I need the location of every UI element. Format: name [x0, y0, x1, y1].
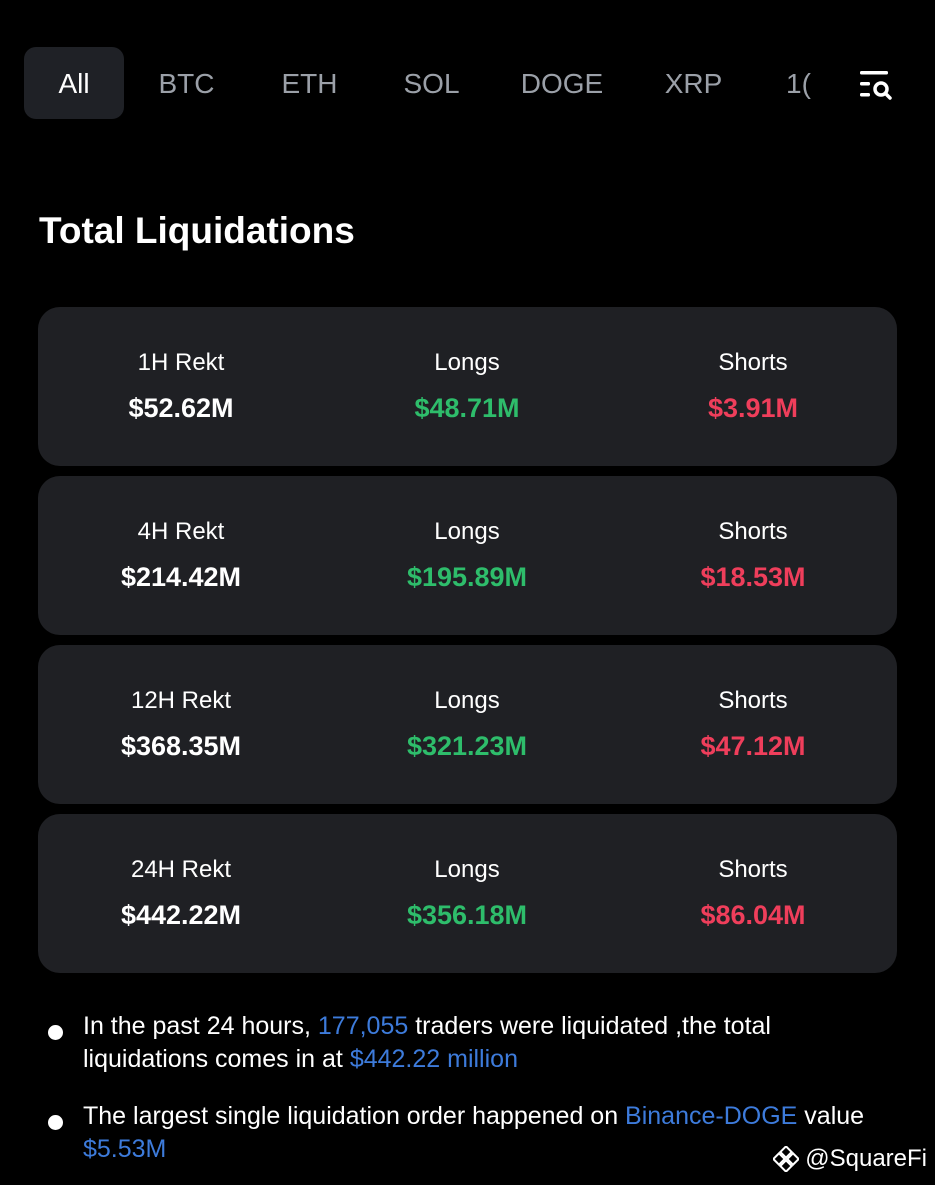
shorts-label: Shorts: [718, 856, 788, 883]
shorts-value: $3.91M: [707, 393, 799, 423]
summary-item-traders: In the past 24 hours, 177,055 traders we…: [48, 1010, 883, 1076]
watermark: @SquareFi: [773, 1145, 927, 1173]
binance-logo-icon: [773, 1146, 800, 1172]
liquidation-card-4h: 4H Rekt $214.42M Longs $195.89M Shorts $…: [38, 476, 897, 635]
total-value: $368.35M: [120, 731, 242, 761]
summary-item-largest-order: The largest single liquidation order hap…: [48, 1100, 883, 1166]
longs-label: Longs: [434, 856, 500, 883]
longs-label: Longs: [434, 687, 500, 714]
total-value: $442.22M: [120, 900, 242, 930]
order-value-link[interactable]: $5.53M: [83, 1135, 167, 1163]
longs-value: $195.89M: [406, 562, 528, 592]
period-label: 1H Rekt: [137, 349, 225, 376]
bullet-dot: [48, 1025, 63, 1040]
traders-count-link[interactable]: 177,055: [317, 1012, 409, 1040]
tab-all[interactable]: All: [24, 47, 124, 119]
shorts-value: $86.04M: [700, 900, 806, 930]
page-title: Total Liquidations: [39, 210, 355, 251]
summary-text: In the past 24 hours,: [83, 1012, 318, 1040]
shorts-label: Shorts: [718, 687, 788, 714]
summary-text: traders were liquidated ,the total liqui…: [83, 1012, 771, 1073]
tab-sol[interactable]: SOL: [403, 68, 460, 99]
watermark-text: @SquareFi: [805, 1145, 927, 1172]
period-label: 24H Rekt: [130, 856, 232, 883]
liquidation-card-24h: 24H Rekt $442.22M Longs $356.18M Shorts …: [38, 814, 897, 973]
summary-text: The largest single liquidation order hap…: [83, 1102, 626, 1130]
total-amount-link[interactable]: $442.22 million: [349, 1045, 518, 1073]
tab-doge[interactable]: DOGE: [520, 68, 604, 99]
summary-text: value: [797, 1102, 865, 1130]
tab-xrp[interactable]: XRP: [664, 68, 723, 99]
total-value: $214.42M: [120, 562, 242, 592]
period-label: 4H Rekt: [137, 518, 225, 545]
shorts-value: $18.53M: [700, 562, 806, 592]
liquidation-card-1h: 1H Rekt $52.62M Longs $48.71M Shorts $3.…: [38, 307, 897, 466]
tab-partial[interactable]: 1(: [786, 68, 811, 99]
shorts-label: Shorts: [718, 349, 788, 376]
shorts-value: $47.12M: [700, 731, 806, 761]
longs-value: $356.18M: [406, 900, 528, 930]
filter-search-icon[interactable]: [856, 65, 896, 105]
longs-value: $48.71M: [414, 393, 520, 423]
shorts-label: Shorts: [718, 518, 788, 545]
bullet-dot: [48, 1115, 63, 1130]
longs-value: $321.23M: [406, 731, 528, 761]
total-value: $52.62M: [128, 393, 234, 423]
liquidation-card-12h: 12H Rekt $368.35M Longs $321.23M Shorts …: [38, 645, 897, 804]
coin-filter-tabs: All BTC ETH SOL DOGE XRP 1(: [24, 47, 904, 119]
longs-label: Longs: [434, 518, 500, 545]
period-label: 12H Rekt: [130, 687, 232, 714]
tab-eth[interactable]: ETH: [281, 68, 338, 99]
tab-btc[interactable]: BTC: [158, 68, 215, 99]
longs-label: Longs: [434, 349, 500, 376]
exchange-pair-link[interactable]: Binance-DOGE: [625, 1102, 798, 1130]
